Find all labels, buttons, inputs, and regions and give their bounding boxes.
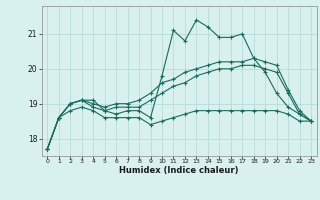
X-axis label: Humidex (Indice chaleur): Humidex (Indice chaleur) [119, 166, 239, 175]
